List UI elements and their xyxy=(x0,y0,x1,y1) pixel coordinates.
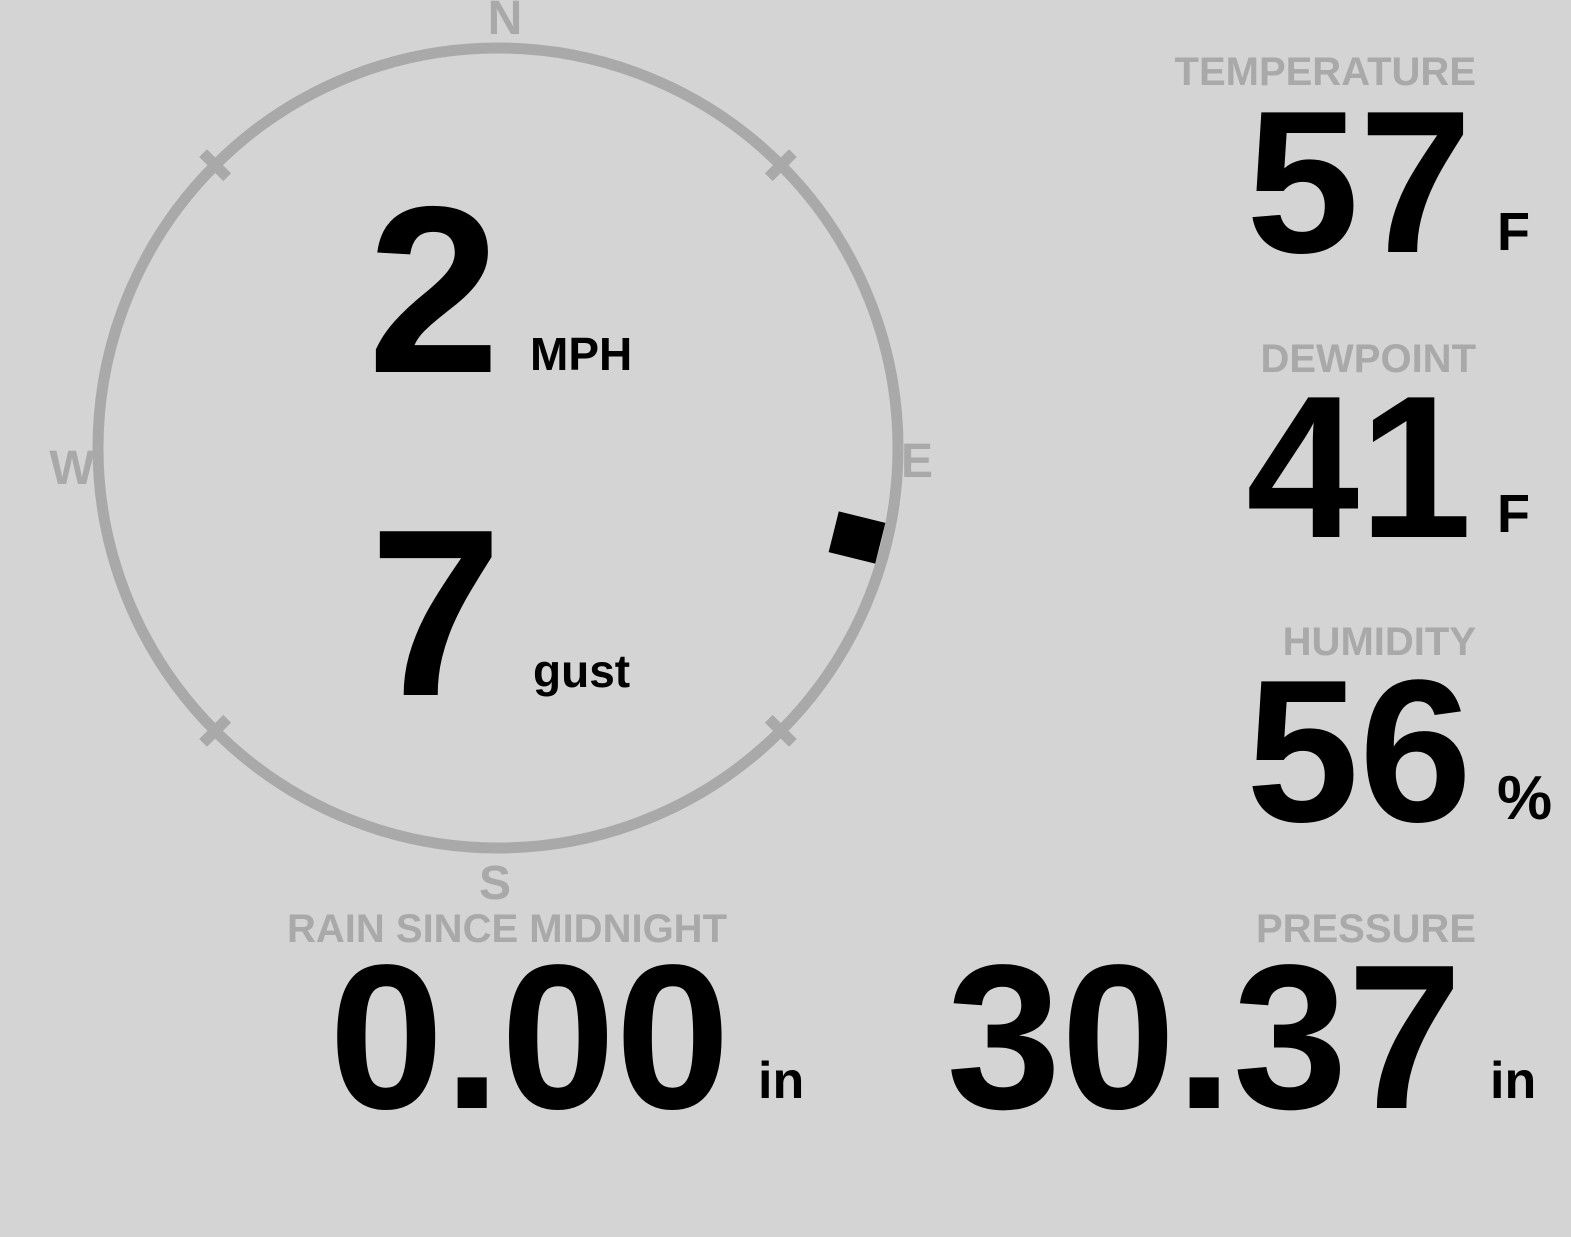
compass-tick-sw xyxy=(199,714,232,747)
rain-unit: in xyxy=(758,1052,805,1110)
compass-label-south: S xyxy=(478,857,512,910)
temperature-label: TEMPERATURE xyxy=(1174,50,1476,94)
wind-speed-value: 2 xyxy=(367,158,500,423)
compass-tick-nw xyxy=(199,149,232,182)
pressure-unit: in xyxy=(1490,1052,1537,1110)
humidity-label: HUMIDITY xyxy=(1282,620,1476,664)
humidity-unit: % xyxy=(1497,764,1553,833)
pressure-label: PRESSURE xyxy=(1255,907,1476,951)
compass-tick-ne xyxy=(764,149,797,182)
humidity-value: 56 xyxy=(1246,638,1472,865)
temperature-unit: F xyxy=(1497,202,1530,262)
compass-label-east: E xyxy=(900,435,934,488)
wind-compass xyxy=(92,42,904,854)
rain-value: 0.00 xyxy=(329,922,730,1152)
dewpoint-unit: F xyxy=(1497,484,1530,544)
compass-label-west: W xyxy=(49,442,95,495)
dewpoint-value: 41 xyxy=(1246,354,1472,581)
pressure-value: 30.37 xyxy=(946,922,1462,1152)
dewpoint-label: DEWPOINT xyxy=(1260,337,1476,381)
compass-label-north: N xyxy=(487,0,523,45)
wind-gust-value: 7 xyxy=(369,481,502,746)
compass-tick-se xyxy=(764,714,797,747)
wind-direction-marker xyxy=(828,511,886,564)
compass-ring xyxy=(92,42,904,854)
wind-speed-unit: MPH xyxy=(530,328,633,380)
rain-label: RAIN SINCE MIDNIGHT xyxy=(287,907,727,951)
temperature-value: 57 xyxy=(1246,69,1472,296)
wind-gust-unit: gust xyxy=(533,645,631,697)
